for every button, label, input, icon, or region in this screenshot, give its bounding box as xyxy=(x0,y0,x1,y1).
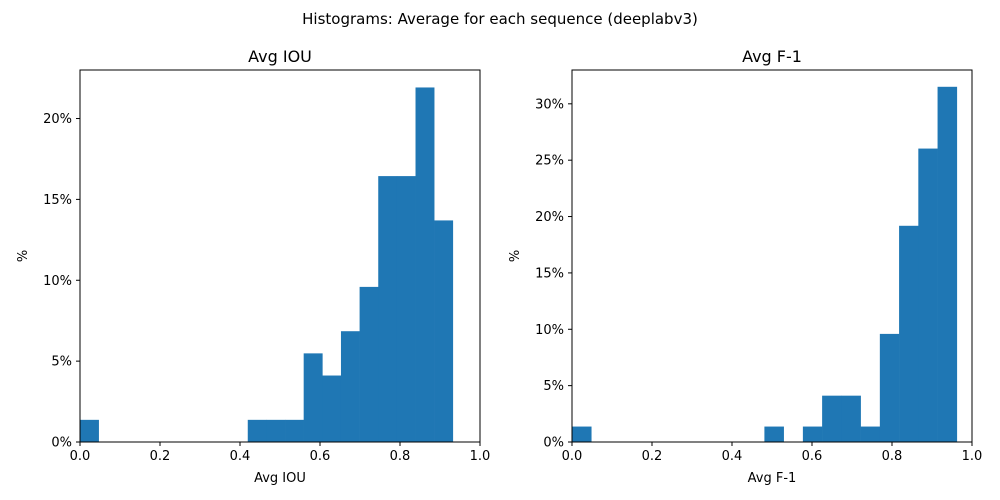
histogram-bar xyxy=(879,333,900,442)
histogram-bars xyxy=(572,86,958,443)
histogram-bar xyxy=(303,353,323,442)
histogram-bar xyxy=(918,148,938,442)
x-tick-label: 0.0 xyxy=(70,449,91,464)
histogram-bar xyxy=(285,419,304,442)
x-tick-label: 0.4 xyxy=(230,449,251,464)
axes-frame xyxy=(571,69,973,443)
chart-title: Avg IOU xyxy=(248,47,312,66)
histogram-bar xyxy=(822,395,842,442)
histogram-bar xyxy=(80,419,99,442)
histogram-bar xyxy=(899,225,919,442)
x-tick-label: 1.0 xyxy=(470,449,491,464)
x-tick-label: 1.0 xyxy=(962,449,983,464)
y-tick-label: 5% xyxy=(543,379,564,394)
histogram-bars xyxy=(80,87,454,442)
histogram-avg-iou-panel: Avg IOU 0.0 0.2 0.4 0.6 0.8 1.0 0% 5% 10% 15% 20%… xyxy=(16,47,490,486)
axes-frame xyxy=(79,69,481,443)
x-tick-label: 0.8 xyxy=(390,449,411,464)
histogram-bar xyxy=(247,419,267,442)
y-tick-label: 20% xyxy=(43,112,72,127)
y-tick-label: 15% xyxy=(43,193,72,208)
y-axis-label: % xyxy=(16,250,31,262)
x-tick-label: 0.2 xyxy=(642,449,663,464)
histogram-bar xyxy=(937,86,958,443)
histogram-bar xyxy=(841,395,861,442)
y-tick-label: 15% xyxy=(535,266,564,281)
y-tick-label: 20% xyxy=(535,210,564,225)
y-tick-label: 10% xyxy=(43,274,72,289)
histogram-bar xyxy=(415,87,435,442)
x-tick-label: 0.6 xyxy=(310,449,331,464)
x-tick-label: 0.0 xyxy=(562,449,583,464)
y-tick-label: 10% xyxy=(535,323,564,338)
histogram-bar xyxy=(340,331,360,442)
x-tick-label: 0.4 xyxy=(722,449,743,464)
figure-suptitle: Histograms: Average for each sequence (d… xyxy=(302,10,698,28)
histogram-bar xyxy=(764,426,784,442)
y-axis-ticks: 0% 5% 10% 15% 20% 25% 30% xyxy=(535,97,572,451)
histogram-avg-f1-panel: Avg F-1 0.0 0.2 0.4 0.6 0.8 1.0 0% 5% 10% 15% 20%… xyxy=(508,47,982,486)
histogram-bar xyxy=(396,176,416,442)
y-tick-label: 5% xyxy=(51,355,72,370)
y-tick-label: 30% xyxy=(535,97,564,112)
x-axis-ticks: 0.0 0.2 0.4 0.6 0.8 1.0 xyxy=(562,442,983,464)
x-axis-ticks: 0.0 0.2 0.4 0.6 0.8 1.0 xyxy=(70,442,491,464)
histogram-bar xyxy=(322,375,342,442)
histogram-bar xyxy=(572,426,592,442)
y-tick-label: 0% xyxy=(51,436,72,451)
x-axis-label: Avg F-1 xyxy=(748,471,797,486)
y-axis-label: % xyxy=(508,250,523,262)
histogram-bar xyxy=(378,176,398,442)
histogram-bar xyxy=(802,426,823,442)
y-tick-label: 0% xyxy=(543,436,564,451)
y-axis-ticks: 0% 5% 10% 15% 20% xyxy=(43,112,80,451)
x-axis-label: Avg IOU xyxy=(254,471,306,486)
histogram-bar xyxy=(359,286,379,442)
histogram-bar xyxy=(860,426,881,442)
x-tick-label: 0.2 xyxy=(150,449,171,464)
chart-title: Avg F-1 xyxy=(742,47,802,66)
histogram-bar xyxy=(434,220,454,442)
y-tick-label: 25% xyxy=(535,154,564,169)
x-tick-label: 0.8 xyxy=(882,449,903,464)
x-tick-label: 0.6 xyxy=(802,449,823,464)
histogram-bar xyxy=(266,419,286,442)
